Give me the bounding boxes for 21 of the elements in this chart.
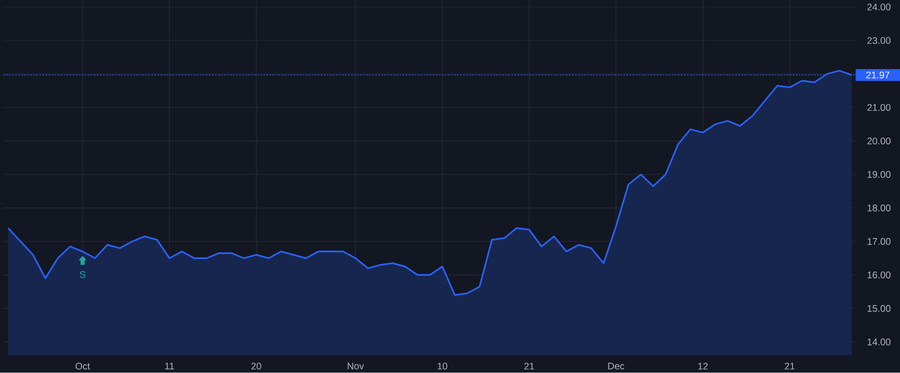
y-tick-label: 18.00 bbox=[868, 204, 890, 212]
y-tick-label: 19.00 bbox=[868, 171, 890, 178]
x-tick-label: Oct bbox=[76, 362, 90, 370]
y-tick-label: 21.00 bbox=[867, 104, 890, 112]
y-tick-label: 15.00 bbox=[868, 305, 890, 312]
x-tick-label: 20 bbox=[251, 362, 262, 370]
y-tick-label: 24.00 bbox=[867, 4, 890, 11]
x-tick-label: Nov bbox=[348, 362, 364, 370]
y-tick-label: 17.00 bbox=[868, 238, 890, 245]
ref-line-label: 21.97 bbox=[866, 72, 890, 79]
y-tick-label: 14.00 bbox=[868, 338, 890, 346]
x-tick-label: 12 bbox=[698, 362, 708, 370]
y-tick-label: 16.00 bbox=[868, 272, 890, 278]
x-tick-label: 11 bbox=[165, 362, 174, 370]
x-tick-label: 10 bbox=[438, 362, 448, 370]
y-tick-label: 23.00 bbox=[867, 37, 890, 44]
x-tick-label: 21 bbox=[784, 362, 795, 370]
x-tick-label: Dec bbox=[608, 362, 624, 370]
x-tick-label: 21 bbox=[524, 362, 534, 370]
annotation: S bbox=[80, 271, 86, 278]
y-tick-label: 20.00 bbox=[867, 138, 890, 144]
